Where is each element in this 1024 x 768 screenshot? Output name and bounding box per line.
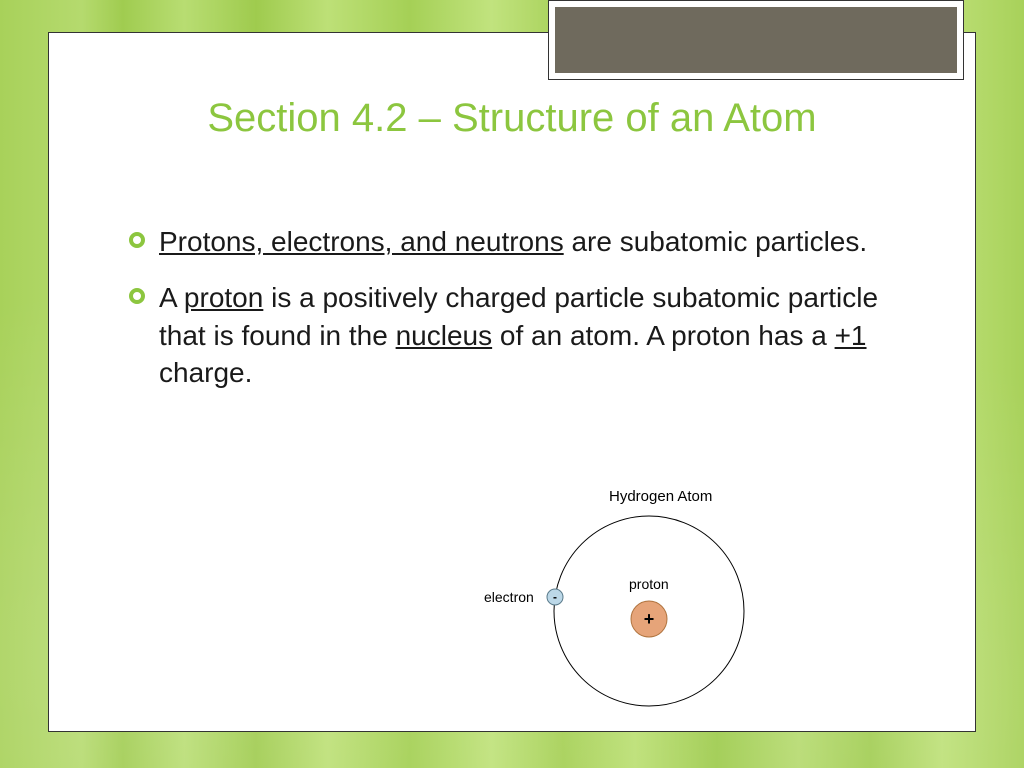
svg-text:electron: electron xyxy=(484,589,534,605)
bullet-item: Protons, electrons, and neutrons are sub… xyxy=(129,223,899,261)
slide-card: Section 4.2 – Structure of an Atom Proto… xyxy=(48,32,976,732)
top-accent-tab xyxy=(549,1,963,79)
svg-text:Hydrogen Atom: Hydrogen Atom xyxy=(609,488,712,505)
slide-content: Protons, electrons, and neutrons are sub… xyxy=(129,223,899,410)
bullet-ring-icon xyxy=(129,288,145,304)
svg-text:-: - xyxy=(553,590,557,604)
svg-text:+: + xyxy=(644,609,655,629)
bullet-ring-icon xyxy=(129,232,145,248)
hydrogen-atom-diagram: Hydrogen Atom proton + electron - xyxy=(429,471,799,721)
bullet-text: A proton is a positively charged particl… xyxy=(159,279,899,392)
svg-text:proton: proton xyxy=(629,576,669,592)
bullet-item: A proton is a positively charged particl… xyxy=(129,279,899,392)
bullet-text: Protons, electrons, and neutrons are sub… xyxy=(159,223,899,261)
slide-title: Section 4.2 – Structure of an Atom xyxy=(49,93,975,143)
